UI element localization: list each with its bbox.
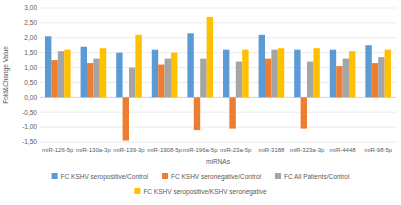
grid-line [40, 112, 396, 113]
bar [313, 48, 319, 97]
grid-line [40, 22, 396, 23]
bar [116, 53, 122, 98]
bar [294, 50, 300, 98]
legend-swatch [52, 173, 58, 179]
bar [93, 59, 99, 98]
tick-label: 1,00 [24, 64, 37, 71]
category-label: miR-4448 [330, 147, 357, 153]
category-label: miR-3188 [258, 147, 285, 153]
bar [100, 48, 106, 97]
chart: -1,50 -1,00 -0,50 0,00 0,50 1,00 1,50 2,00 2,50 3… [0, 0, 401, 205]
category-label: miR-1908-5p [147, 147, 182, 153]
tick-label: -1,50 [22, 138, 37, 145]
bar [135, 35, 141, 98]
bar [336, 66, 342, 97]
category-label: miR-130a-3p [76, 147, 111, 153]
tick-label: 0,00 [24, 94, 37, 101]
category-label: miR-196a-5p [183, 147, 218, 153]
bar [307, 62, 313, 98]
bar [265, 59, 271, 98]
bar [64, 50, 70, 98]
bar [152, 50, 158, 98]
bar [372, 63, 378, 97]
background [0, 0, 401, 205]
tick-label: 1,50 [24, 49, 37, 56]
bar [278, 48, 284, 97]
x-axis-label: miRNAs [206, 158, 231, 165]
bar [158, 65, 164, 98]
bar [271, 50, 277, 98]
bar [385, 50, 391, 98]
tick-label: 2,50 [24, 19, 37, 26]
legend-swatch [275, 173, 281, 179]
tick-label: 3,00 [24, 4, 37, 11]
legend-item: FC KSHV seronegative/Control [162, 173, 262, 181]
category-label: miR-98-5p [364, 147, 393, 153]
bar [236, 62, 242, 98]
bar [87, 63, 93, 97]
bar [129, 68, 135, 98]
bar [123, 97, 129, 140]
y-axis-label: Fold&Change Value [2, 46, 10, 104]
legend-item: FC KSHV seropositive/KSHV seronegative [134, 188, 267, 196]
grid-line [40, 127, 396, 128]
legend-swatch [134, 188, 140, 194]
tick-label: -1,00 [22, 123, 37, 130]
bar [165, 59, 171, 98]
tick-label: 0,50 [24, 79, 37, 86]
bar [81, 47, 87, 98]
legend-item: FC KSHV seropositive/Control [52, 173, 149, 181]
tick-label: -0,50 [22, 109, 37, 116]
bar [301, 97, 307, 128]
bar [223, 50, 229, 98]
bar [51, 60, 57, 97]
bar [330, 50, 336, 98]
tick-label: 2,00 [24, 34, 37, 41]
grid-line [40, 142, 396, 143]
bar [45, 36, 51, 97]
bar [171, 53, 177, 98]
bar [187, 33, 193, 97]
category-label: miR-323a-3p [290, 147, 325, 153]
bar [207, 17, 213, 97]
bar [229, 97, 235, 128]
category-label: miR-23a-5p [220, 147, 252, 153]
bar [200, 59, 206, 98]
legend-item: FC All Patients/Control [275, 173, 350, 180]
legend-label: FC All Patients/Control [284, 173, 350, 180]
legend-label: FC KSHV seronegative/Control [171, 173, 262, 181]
bar [194, 97, 200, 130]
bar [343, 59, 349, 98]
bar [378, 57, 384, 97]
grid-line [40, 52, 396, 53]
bar [365, 45, 371, 97]
grid-line [40, 8, 396, 9]
legend-label: FC KSHV seropositive/KSHV seronegative [143, 188, 267, 196]
category-label: miR-139-3p [113, 147, 145, 153]
bar [349, 51, 355, 97]
legend-swatch [162, 173, 168, 179]
bar [58, 51, 64, 97]
bar [259, 35, 265, 98]
legend-label: FC KSHV seropositive/Control [61, 173, 149, 181]
grid-line [40, 37, 396, 38]
category-label: miR-126-5p [42, 147, 74, 153]
bar [242, 50, 248, 98]
